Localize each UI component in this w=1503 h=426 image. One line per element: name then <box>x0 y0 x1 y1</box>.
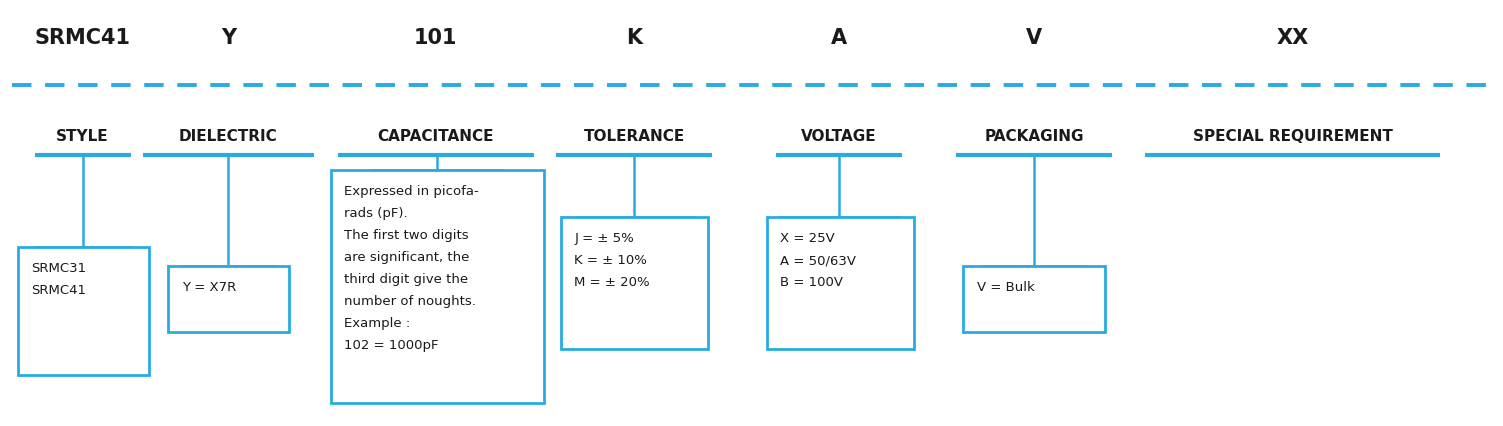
Text: PACKAGING: PACKAGING <box>984 129 1084 144</box>
FancyBboxPatch shape <box>331 170 544 403</box>
Text: Y = X7R: Y = X7R <box>182 281 236 294</box>
Text: 101: 101 <box>415 29 457 48</box>
Text: SRMC31
SRMC41: SRMC31 SRMC41 <box>32 262 87 297</box>
Text: XX: XX <box>1276 29 1309 48</box>
Text: SPECIAL REQUIREMENT: SPECIAL REQUIREMENT <box>1193 129 1392 144</box>
FancyBboxPatch shape <box>18 247 149 375</box>
Text: X = 25V
A = 50/63V
B = 100V: X = 25V A = 50/63V B = 100V <box>780 232 857 289</box>
Text: TOLERANCE: TOLERANCE <box>583 129 685 144</box>
Text: K: K <box>627 29 642 48</box>
Text: STYLE: STYLE <box>56 129 110 144</box>
Text: V: V <box>1027 29 1042 48</box>
Text: J = ± 5%
K = ± 10%
M = ± 20%: J = ± 5% K = ± 10% M = ± 20% <box>574 232 649 289</box>
Text: Y: Y <box>221 29 236 48</box>
Text: DIELECTRIC: DIELECTRIC <box>179 129 278 144</box>
Text: SRMC41: SRMC41 <box>35 29 131 48</box>
Text: V = Bulk: V = Bulk <box>977 281 1034 294</box>
Text: Expressed in picofa-
rads (pF).
The first two digits
are significant, the
third : Expressed in picofa- rads (pF). The firs… <box>344 185 479 352</box>
FancyBboxPatch shape <box>963 266 1105 332</box>
FancyBboxPatch shape <box>168 266 289 332</box>
Text: VOLTAGE: VOLTAGE <box>801 129 876 144</box>
FancyBboxPatch shape <box>561 217 708 349</box>
Text: A: A <box>831 29 846 48</box>
FancyBboxPatch shape <box>767 217 914 349</box>
Text: CAPACITANCE: CAPACITANCE <box>377 129 494 144</box>
